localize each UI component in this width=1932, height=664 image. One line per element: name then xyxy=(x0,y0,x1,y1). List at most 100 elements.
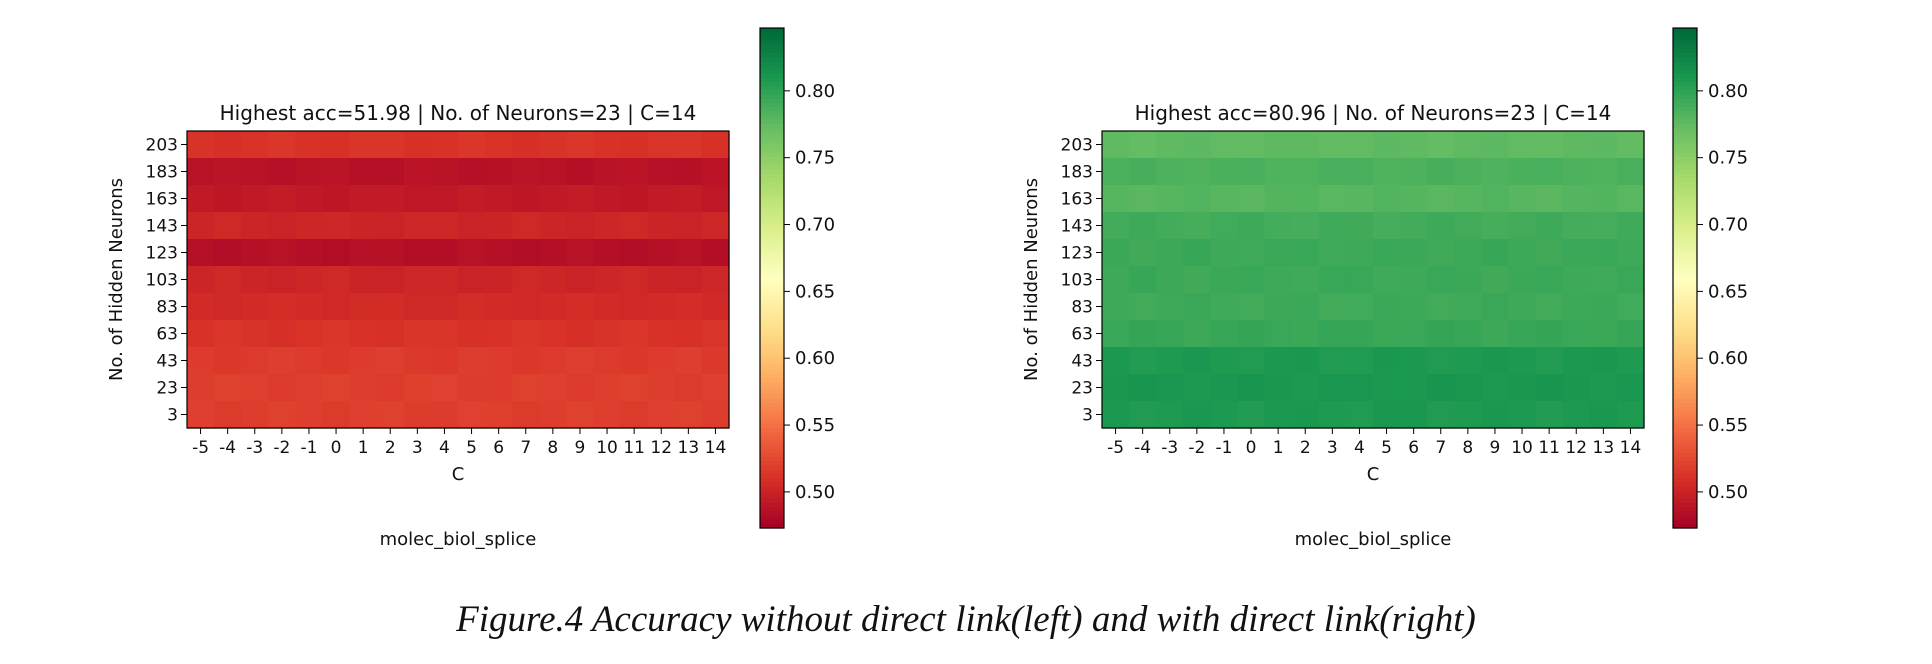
heatmap-cell xyxy=(403,212,432,240)
heatmap-cell xyxy=(214,401,242,429)
y-tick-label: 123 xyxy=(146,244,178,264)
heatmap-cell xyxy=(1562,158,1591,186)
colorbar-band xyxy=(1673,319,1697,325)
colorbar-band xyxy=(1673,482,1697,487)
heatmap-cell xyxy=(1616,320,1645,348)
heatmap-cell xyxy=(403,293,432,321)
heatmap-cell xyxy=(1345,158,1374,186)
colorbar-band xyxy=(760,228,784,233)
x-tick-label: 4 xyxy=(1354,438,1365,458)
heatmap-cell xyxy=(1616,158,1645,186)
heatmap-cell xyxy=(1156,320,1184,348)
heatmap-cell xyxy=(1345,374,1374,402)
heatmap-cell xyxy=(1508,266,1537,294)
heatmap-cell xyxy=(485,401,513,429)
heatmap-cell xyxy=(349,131,378,159)
colorbar-band xyxy=(1673,128,1697,133)
x-tick-label: 11 xyxy=(1538,438,1560,458)
heatmap-cell xyxy=(349,347,378,375)
heatmap-cell xyxy=(512,131,540,159)
heatmap-cell xyxy=(187,374,215,402)
colorbar-band xyxy=(1673,65,1697,71)
colorbar-band xyxy=(760,440,784,446)
heatmap-cell xyxy=(1400,320,1428,348)
colorbar-band xyxy=(1673,140,1697,146)
colorbar-tick-label: 0.55 xyxy=(795,415,835,436)
heatmap-cell xyxy=(430,266,459,294)
colorbar-band xyxy=(760,444,784,450)
heatmap-cell xyxy=(295,401,324,429)
colorbar-band xyxy=(1673,119,1697,125)
heatmap-cell xyxy=(1400,266,1428,294)
heatmap-cell xyxy=(1589,266,1618,294)
colorbar-band xyxy=(760,457,784,462)
heatmap-cell xyxy=(1264,347,1293,375)
heatmap-cell xyxy=(1562,293,1591,321)
heatmap-cell xyxy=(1400,131,1428,159)
x-tick-label: 7 xyxy=(1435,438,1446,458)
heatmap-cell xyxy=(512,374,540,402)
heatmap-cell xyxy=(458,293,486,321)
heatmap-cell xyxy=(674,320,703,348)
heatmap-cell xyxy=(1535,185,1564,213)
heatmap-cell xyxy=(647,212,676,240)
colorbar-band xyxy=(1673,407,1697,412)
colorbar-band xyxy=(1673,123,1697,129)
y-tick-label: 83 xyxy=(156,298,178,318)
colorbar-band xyxy=(760,111,784,117)
heatmap-cell xyxy=(322,158,351,186)
colorbar-tick-label: 0.55 xyxy=(1708,415,1748,436)
heatmap-cell xyxy=(1373,266,1401,294)
heatmap-cell xyxy=(322,374,351,402)
colorbar-band xyxy=(760,511,784,517)
heatmap-cell xyxy=(1183,320,1211,348)
colorbar-band xyxy=(760,136,784,142)
heatmap-cell xyxy=(1589,320,1618,348)
colorbar-band xyxy=(1673,28,1697,33)
heatmap-cell xyxy=(187,347,215,375)
heatmap-cell xyxy=(1454,212,1482,240)
heatmap-cell xyxy=(1562,401,1591,429)
heatmap-cell xyxy=(701,185,730,213)
colorbar-band xyxy=(760,207,784,212)
heatmap-cell xyxy=(1481,239,1510,267)
colorbar-band xyxy=(1673,494,1697,500)
heatmap-cell xyxy=(1183,401,1211,429)
heatmap-cell xyxy=(376,239,405,267)
colorbar-band xyxy=(1673,82,1697,87)
colorbar-band xyxy=(1673,286,1697,292)
colorbar-tick-label: 0.70 xyxy=(795,215,835,236)
heatmap-cell xyxy=(1589,158,1618,186)
colorbar-band xyxy=(760,165,784,171)
heatmap-cell xyxy=(1589,239,1618,267)
heatmap-cell xyxy=(1427,347,1455,375)
heatmap-cell xyxy=(403,185,432,213)
heatmap-cell xyxy=(1616,293,1645,321)
x-tick-label: 3 xyxy=(412,438,423,458)
heatmap-cell xyxy=(349,239,378,267)
heatmap-cell xyxy=(1264,293,1293,321)
colorbar-band xyxy=(1673,390,1697,396)
y-tick-label: 83 xyxy=(1071,298,1093,318)
colorbar-band xyxy=(760,219,784,225)
heatmap-cell xyxy=(1562,185,1591,213)
x-tick-label: -5 xyxy=(192,438,209,458)
colorbar-band xyxy=(760,411,784,417)
colorbar-band xyxy=(1673,144,1697,150)
heatmap-cell xyxy=(1481,185,1510,213)
heatmap-cell xyxy=(349,401,378,429)
heatmap-cell xyxy=(1562,320,1591,348)
heatmap-cell xyxy=(1589,374,1618,402)
colorbar-band xyxy=(760,240,784,246)
heatmap-cell xyxy=(593,401,622,429)
colorbar-band xyxy=(1673,90,1697,96)
colorbar-band xyxy=(760,153,784,158)
heatmap-cell xyxy=(1210,239,1239,267)
heatmap-cell xyxy=(539,266,567,294)
heatmap-cell xyxy=(1264,131,1293,159)
heatmap-cell xyxy=(1237,347,1266,375)
colorbar-band xyxy=(1673,323,1697,329)
heatmap-cell xyxy=(1291,320,1320,348)
y-tick-label: 203 xyxy=(1061,136,1093,156)
heatmap-cell xyxy=(1156,131,1184,159)
